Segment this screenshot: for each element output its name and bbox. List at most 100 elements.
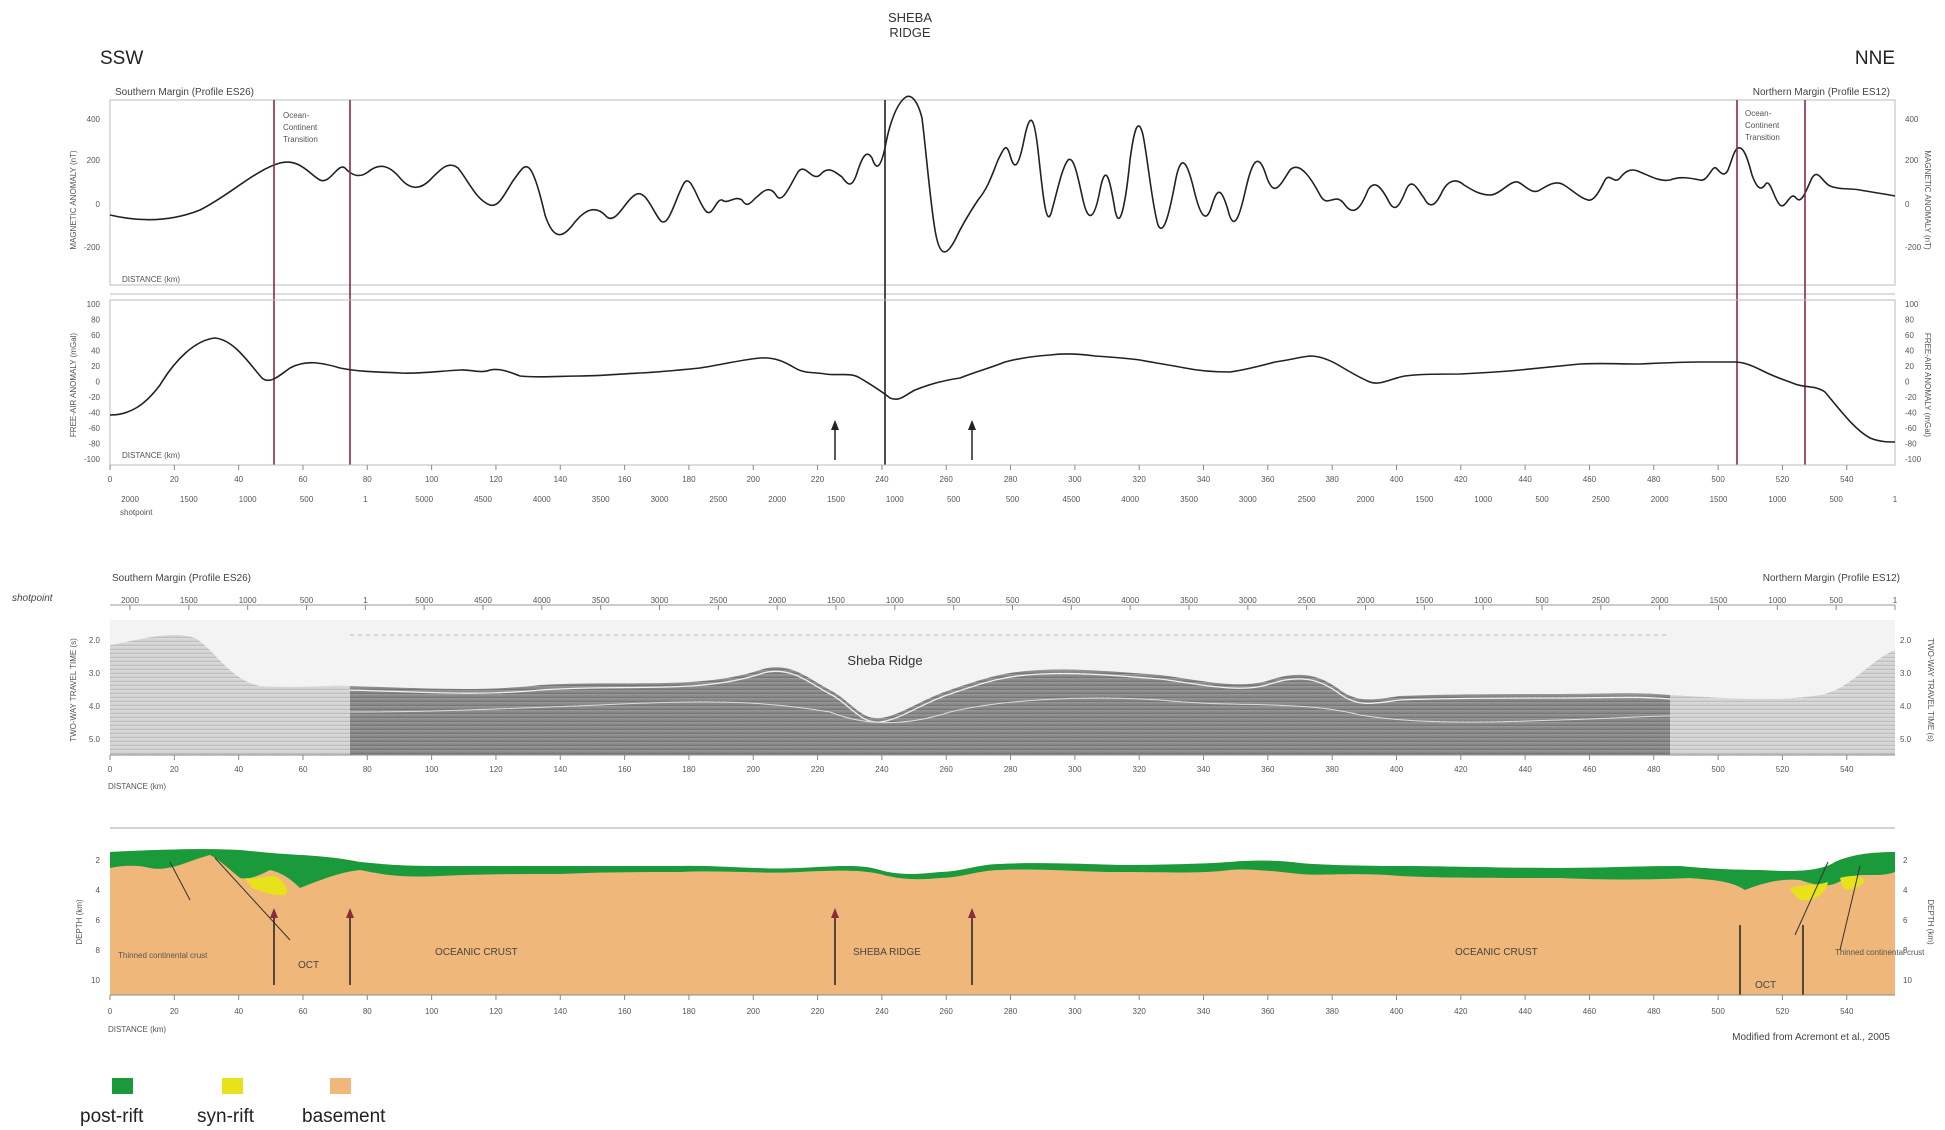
seismic-x-tick-label: 40 bbox=[234, 765, 243, 774]
seismic-shotpoint-tick: 500 bbox=[300, 596, 314, 605]
gravity-y-tick: -80 bbox=[88, 440, 100, 449]
gravity-y-tick-right: 100 bbox=[1905, 300, 1919, 309]
mag-tick-r-400: 400 bbox=[1905, 115, 1919, 124]
seismic-y-tick: 2.0 bbox=[89, 636, 101, 645]
gravity-shotpoint-tick: 2500 bbox=[709, 495, 727, 504]
seismic-shotpoint-tick: 1500 bbox=[827, 596, 845, 605]
seismic-left-title: Southern Margin (Profile ES26) bbox=[112, 573, 251, 584]
section-x-tick-label: 360 bbox=[1261, 1007, 1275, 1016]
free-air-anomaly-curve bbox=[109, 337, 1896, 443]
gravity-y-tick-right: 20 bbox=[1905, 362, 1914, 371]
gravity-shotpoint-tick: 2000 bbox=[121, 495, 139, 504]
seismic-northern-margin bbox=[1670, 650, 1895, 755]
seismic-shotpoint-tick: 3000 bbox=[1239, 596, 1257, 605]
section-y-label-right: DEPTH (km) bbox=[1926, 899, 1935, 945]
seismic-shotpoint-tick: 1 bbox=[1893, 596, 1898, 605]
gravity-x-tick-label: 500 bbox=[1711, 475, 1725, 484]
seismic-shotpoint-tick: 4500 bbox=[1062, 596, 1080, 605]
seismic-x-tick-label: 20 bbox=[170, 765, 179, 774]
gravity-x-tick-label: 200 bbox=[747, 475, 761, 484]
seismic-shotpoint-tick: 3500 bbox=[592, 596, 610, 605]
section-x-tick-label: 20 bbox=[170, 1007, 179, 1016]
seismic-shotpoint-tick: 1500 bbox=[180, 596, 198, 605]
gravity-shotpoint-tick: 1500 bbox=[827, 495, 845, 504]
gravity-shotpoint-tick: 2000 bbox=[1651, 495, 1669, 504]
section-x-tick-label: 400 bbox=[1390, 1007, 1404, 1016]
seismic-x-tick-label: 200 bbox=[747, 765, 761, 774]
seismic-x-tick-label: 280 bbox=[1004, 765, 1018, 774]
gravity-x-tick-label: 220 bbox=[811, 475, 825, 484]
seismic-x-tick-label: 360 bbox=[1261, 765, 1275, 774]
sheba-ridge-section-label: SHEBA RIDGE bbox=[853, 947, 921, 958]
section-arrow-ridge-right-head bbox=[968, 908, 976, 918]
section-x-tick-label: 220 bbox=[811, 1007, 825, 1016]
center-title-line1: SHEBA bbox=[888, 10, 932, 25]
section-x-tick-label: 480 bbox=[1647, 1007, 1661, 1016]
fault-right-b bbox=[1839, 865, 1861, 951]
gravity-shotpoint-tick: 5000 bbox=[415, 495, 433, 504]
section-y-tick-right: 6 bbox=[1903, 916, 1908, 925]
fault-right-a bbox=[1794, 861, 1829, 936]
gravity-shotpoint-tick: 2000 bbox=[768, 495, 786, 504]
credit-text: Modified from Acremont et al., 2005 bbox=[1732, 1032, 1890, 1043]
seismic-shotpoint-tick: 3000 bbox=[651, 596, 669, 605]
gravity-shotpoint-tick: 1 bbox=[363, 495, 368, 504]
gravity-shotpoint-tick: 1500 bbox=[1415, 495, 1433, 504]
gravity-x-tick-label: 300 bbox=[1068, 475, 1082, 484]
gravity-x-tick-label: 540 bbox=[1840, 475, 1854, 484]
seismic-shotpoint-tick: 500 bbox=[1829, 596, 1843, 605]
gravity-x-tick-label: 340 bbox=[1197, 475, 1211, 484]
gravity-y-tick-right: -80 bbox=[1905, 440, 1917, 449]
seismic-shotpoint-tick: 3500 bbox=[1180, 596, 1198, 605]
seismic-x-tick-label: 240 bbox=[875, 765, 889, 774]
section-y-tick: 6 bbox=[96, 916, 101, 925]
legend-swatch-syn-rift bbox=[222, 1078, 243, 1094]
seismic-x-tick-label: 320 bbox=[1133, 765, 1147, 774]
basement-reflector bbox=[349, 697, 1671, 723]
seismic-x-tick-label: 180 bbox=[682, 765, 696, 774]
seismic-x-tick-label: 300 bbox=[1068, 765, 1082, 774]
seismic-x-tick-label: 480 bbox=[1647, 765, 1661, 774]
magnetic-anomaly-curve bbox=[109, 95, 1896, 253]
gravity-x-tick-label: 420 bbox=[1454, 475, 1468, 484]
seismic-shotpoint-tick: 2000 bbox=[1357, 596, 1375, 605]
section-x-tick-label: 100 bbox=[425, 1007, 439, 1016]
mag-tick-400: 400 bbox=[87, 115, 101, 124]
magnetic-frame bbox=[109, 99, 1896, 286]
gravity-shotpoint-tick: 4000 bbox=[1121, 495, 1139, 504]
section-x-tick-label: 420 bbox=[1454, 1007, 1468, 1016]
gravity-x-tick-label: 520 bbox=[1776, 475, 1790, 484]
mag-tick-0: 0 bbox=[96, 200, 101, 209]
gravity-y-tick-right: 60 bbox=[1905, 331, 1914, 340]
seismic-x-tick-label: 440 bbox=[1518, 765, 1532, 774]
section-y-label-left: DEPTH (km) bbox=[75, 899, 84, 945]
seismic-right-title: Northern Margin (Profile ES12) bbox=[1763, 573, 1900, 584]
syn-rift-left bbox=[245, 876, 287, 896]
seismic-shotpoint-tick: 2000 bbox=[1651, 596, 1669, 605]
seismic-x-tick-label: 220 bbox=[811, 765, 825, 774]
section-y-tick: 2 bbox=[96, 856, 101, 865]
section-x-tick-label: 80 bbox=[363, 1007, 372, 1016]
seismic-shotpoint-tick: 2000 bbox=[121, 596, 139, 605]
gravity-y-tick: -20 bbox=[88, 393, 100, 402]
gravity-x-tick-label: 0 bbox=[108, 475, 113, 484]
section-y-tick-right: 4 bbox=[1903, 886, 1908, 895]
section-x-tick-label: 120 bbox=[489, 1007, 503, 1016]
seismic-x-tick-label: 520 bbox=[1776, 765, 1790, 774]
gravity-y-tick-right: 40 bbox=[1905, 347, 1914, 356]
arrow-left-head bbox=[831, 420, 839, 430]
gravity-shotpoint-label: shotpoint bbox=[120, 508, 153, 517]
gravity-x-tick-label: 100 bbox=[425, 475, 439, 484]
magnetic-distance-label: DISTANCE (km) bbox=[122, 275, 180, 284]
gravity-shotpoint-tick: 3500 bbox=[1180, 495, 1198, 504]
magnetic-left-title: Southern Margin (Profile ES26) bbox=[115, 87, 254, 98]
section-y-tick: 10 bbox=[91, 976, 100, 985]
gravity-y-tick: 80 bbox=[91, 316, 100, 325]
legend-label-post-rift: post-rift bbox=[80, 1106, 144, 1127]
seismic-shotpoint-tick: 500 bbox=[1006, 596, 1020, 605]
magnetic-y-label-left: MAGNETIC ANOMALY (nT) bbox=[69, 150, 78, 250]
seismic-y-tick-right: 2.0 bbox=[1900, 636, 1912, 645]
post-rift-layer bbox=[110, 849, 1895, 890]
section-x-tick-label: 60 bbox=[299, 1007, 308, 1016]
gravity-shotpoint-tick: 2500 bbox=[1298, 495, 1316, 504]
